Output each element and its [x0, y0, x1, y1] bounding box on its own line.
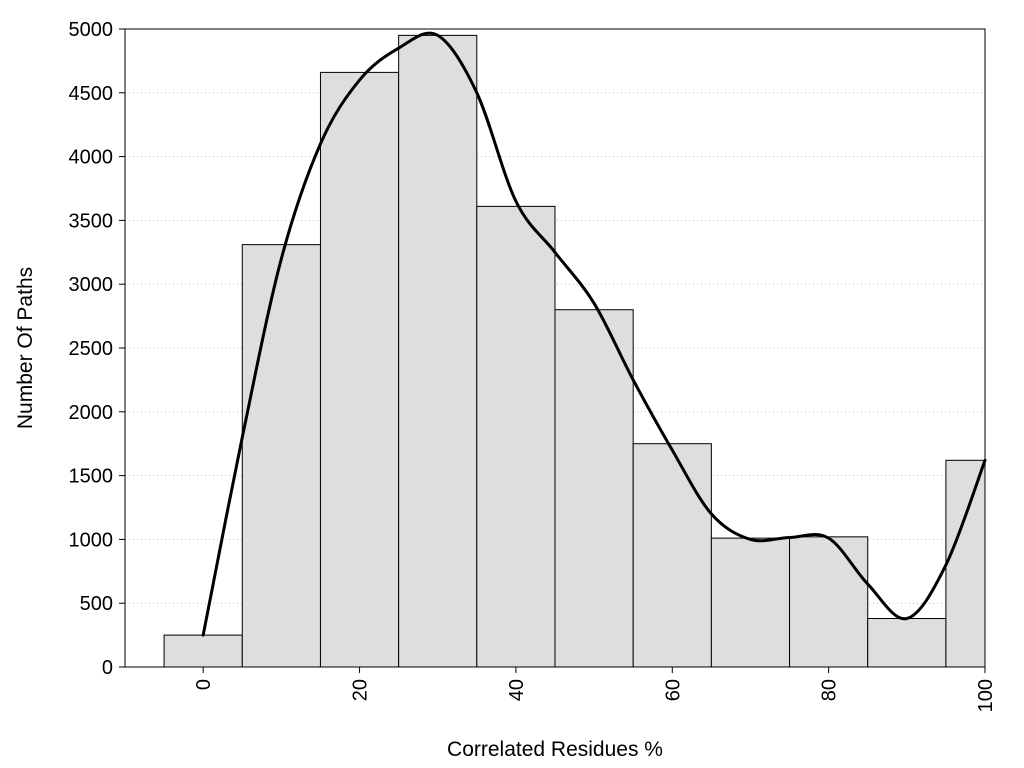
- y-axis-title: Number Of Paths: [14, 267, 37, 429]
- y-tick-label: 2500: [69, 338, 114, 360]
- x-tick-label: 80: [819, 679, 841, 701]
- histogram-bar: [476, 205, 556, 668]
- x-tick-label: 100: [975, 679, 997, 712]
- x-axis-ticks: 0 20 40 60 80 100: [193, 667, 997, 712]
- y-axis-ticks: 0 500 1000 1500 2000 2500 3000 3500 4000 4500 5000: [69, 19, 125, 679]
- y-tick-label: 3500: [69, 210, 114, 232]
- density-curve-layer: [201, 31, 987, 637]
- histogram-bars: [163, 34, 986, 668]
- histogram-bar: [710, 537, 791, 668]
- y-tick-label: 3000: [69, 274, 114, 296]
- histogram-bar: [163, 634, 243, 668]
- x-tick-label: 60: [662, 679, 684, 701]
- histogram-bar: [319, 71, 400, 668]
- histogram-bar: [867, 618, 947, 668]
- histogram-bar: [789, 536, 869, 668]
- y-tick-label: 2000: [69, 402, 114, 424]
- y-tick-label: 0: [102, 657, 113, 679]
- histogram-bar: [241, 244, 321, 668]
- density-curve: [201, 31, 987, 637]
- y-tick-label: 4000: [69, 147, 114, 169]
- y-tick-label: 4500: [69, 83, 114, 105]
- y-tick-label: 5000: [69, 19, 114, 41]
- x-tick-label: 0: [193, 679, 215, 690]
- histogram-bar: [945, 459, 986, 668]
- y-tick-label: 1000: [69, 529, 114, 551]
- histogram-bar: [398, 34, 478, 668]
- x-tick-label: 40: [506, 679, 528, 701]
- histogram-bar: [632, 443, 712, 668]
- x-tick-label: 20: [350, 679, 372, 701]
- y-tick-label: 500: [80, 593, 113, 615]
- histogram-bar: [554, 309, 634, 668]
- x-axis-title: Correlated Residues %: [447, 738, 663, 761]
- y-tick-label: 1500: [69, 466, 114, 488]
